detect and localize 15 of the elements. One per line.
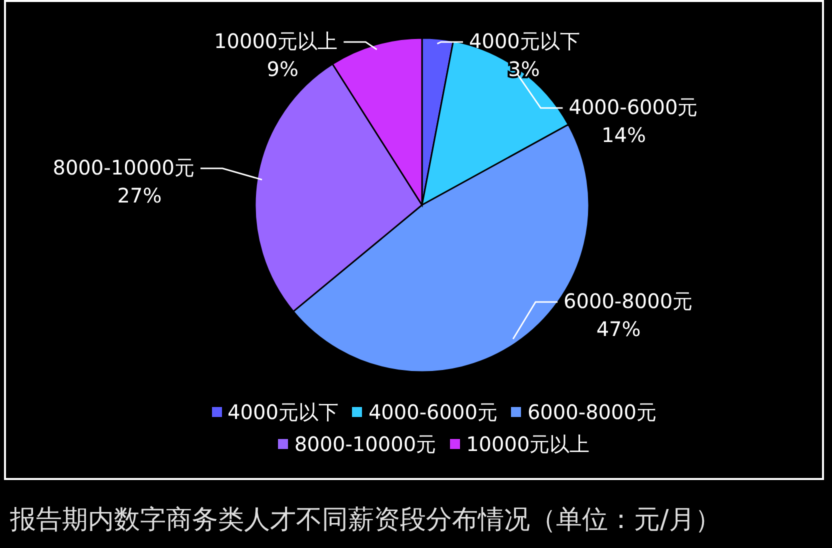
legend-label: 4000-6000元	[367, 399, 498, 426]
text: 报告期内数字商务类人才不同薪资段分布情况（单位：元/月）	[10, 504, 721, 537]
data-label: 27%	[117, 183, 162, 208]
data-label: 9%	[266, 57, 299, 81]
data-label: 14%	[602, 123, 646, 147]
legend-label: 10000元以上	[465, 431, 590, 458]
slice-label: 8000-10000元	[52, 155, 194, 180]
slice-label: 4000-6000元	[568, 95, 698, 119]
data-label: 47%	[596, 317, 641, 341]
legend-label: 6000-8000元	[526, 399, 656, 426]
slice-label: 6000-8000元	[564, 289, 693, 313]
legend-label: 8000-10000元	[293, 431, 436, 458]
slice-label: 10000元以上	[214, 29, 338, 53]
slice-label: 4000元以下	[469, 29, 580, 53]
legend-label: 4000元以下	[226, 399, 338, 426]
